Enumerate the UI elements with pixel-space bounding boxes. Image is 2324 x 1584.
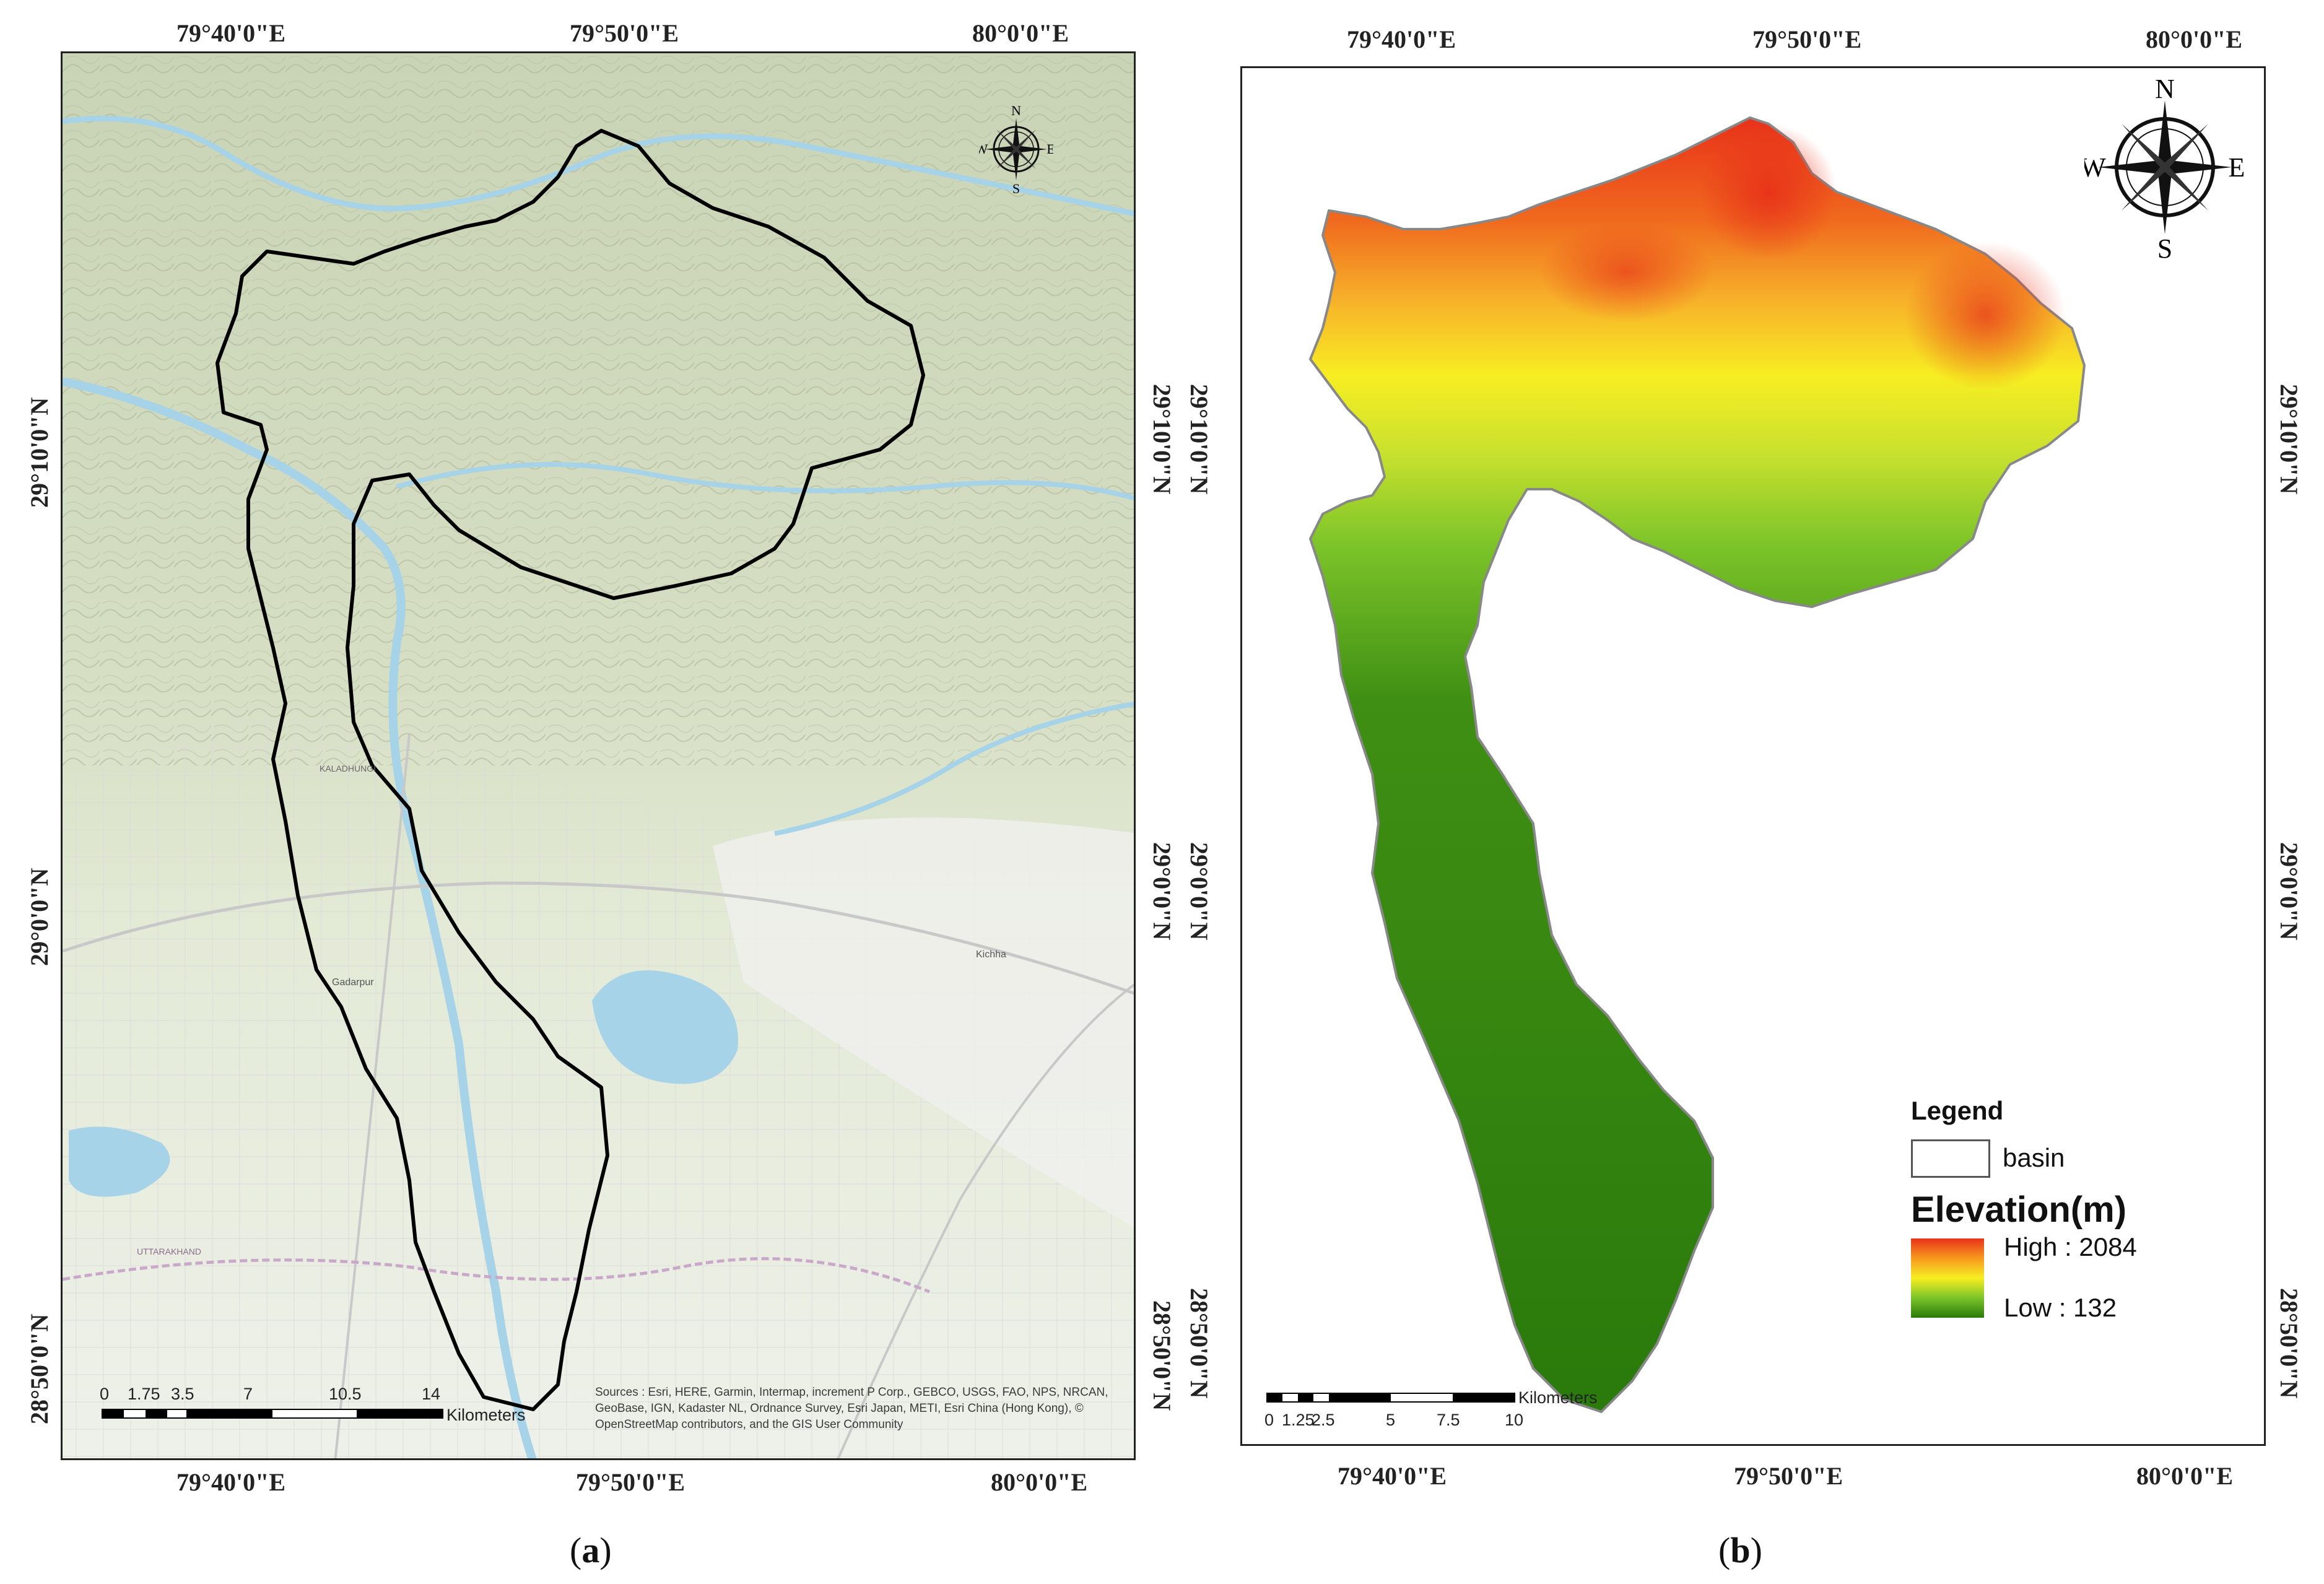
scalebar-tick: 0 [1264, 1411, 1274, 1429]
scalebar-tick: 10.5 [329, 1385, 362, 1403]
scalebar-bar [1266, 1393, 1515, 1403]
peak-area [1700, 124, 1837, 260]
compass-s: S [1012, 181, 1020, 196]
bottom-lon-label: 79°40'0"E [1338, 1462, 1447, 1490]
river [396, 462, 1134, 501]
right-lat-label: 29°0'0"N [2275, 842, 2303, 941]
right-lat-label: 29°10'0"N [1148, 384, 1176, 495]
map-sources: Sources : Esri, HERE, Garmin, Intermap, … [595, 1386, 1108, 1431]
compass-e: E [2229, 152, 2245, 183]
river [774, 701, 1134, 836]
scalebar-tick: 0 [100, 1385, 110, 1403]
town-label: Kichha [976, 949, 1006, 960]
caption-a: (a) [570, 1530, 612, 1570]
compass-w: W [2084, 152, 2106, 183]
scalebar: 0 1.75 3.5 7 10.5 14 Kilometers [100, 1385, 533, 1428]
bottom-lon-label: 79°50'0"E [1734, 1462, 1843, 1490]
legend-high: High : 2084 [2004, 1232, 2137, 1261]
top-lon-label: 80°0'0"E [972, 19, 1069, 47]
compass-w: W [979, 141, 988, 157]
left-lat-label: 29°10'0"N [1185, 384, 1213, 495]
left-lat-label: 29°0'0"N [1185, 842, 1213, 941]
left-lat-label: 28°50'0"N [1185, 1288, 1213, 1399]
peak-area [1539, 223, 1713, 322]
basin-elevation [1309, 116, 2086, 1413]
reservoir-east [592, 970, 738, 1084]
scalebar-tick: 7 [243, 1385, 253, 1403]
basin-outline [215, 129, 925, 1411]
scalebar-tick: 2.5 [1312, 1411, 1335, 1429]
right-lat-label: 28°50'0"N [2275, 1288, 2303, 1399]
top-lon-label: 79°40'0"E [1347, 25, 1456, 53]
legend-title: Legend [1911, 1096, 2004, 1125]
basemap-frame: Gadarpur Kichha KALADHUNGI UTTARAKHAND N… [61, 51, 1136, 1460]
compass-rose-icon: N S E W [2084, 74, 2245, 260]
left-lat-label: 29°10'0"N [25, 397, 53, 508]
map-legend: Legend basin Elevation(m) High : 2084 Lo… [1911, 1096, 2245, 1443]
top-lon-label: 79°50'0"E [1752, 25, 1861, 53]
right-lat-label: 28°50'0"N [1148, 1300, 1176, 1411]
scalebar-tick: 1.75 [128, 1385, 160, 1403]
caption-b: (b) [1718, 1530, 1762, 1570]
bottom-lon-label: 79°40'0"E [176, 1468, 285, 1496]
road [837, 983, 1134, 1458]
top-lon-label: 80°0'0"E [2146, 25, 2242, 53]
dem-frame: N S E W Legend basin Elevation(m) High :… [1240, 66, 2266, 1446]
state-label: UTTARAKHAND [137, 1247, 201, 1256]
legend-elevation-title: Elevation(m) [1911, 1190, 2127, 1230]
peak-area [1905, 242, 2066, 390]
bottom-lon-label: 79°50'0"E [576, 1468, 685, 1496]
dem-map [1309, 116, 2086, 1413]
scalebar-unit: Kilometers [1518, 1388, 1598, 1407]
compass-e: E [1047, 141, 1053, 157]
scalebar-tick: 3.5 [171, 1385, 194, 1403]
scalebar-tick: 14 [422, 1385, 441, 1403]
scalebar-tick: 7.5 [1437, 1411, 1460, 1429]
scalebar-bar [102, 1409, 443, 1419]
compass-s: S [2157, 233, 2172, 260]
top-lon-label: 79°40'0"E [176, 19, 285, 47]
scalebar-tick: 1.25 [1282, 1411, 1315, 1429]
bottom-lon-label: 80°0'0"E [2136, 1462, 2233, 1490]
scalebar-tick: 5 [1386, 1411, 1396, 1429]
state-boundary [63, 1257, 930, 1294]
compass-n: N [2155, 74, 2175, 104]
caption-letter: a [581, 1530, 600, 1570]
legend-basin-swatch [1911, 1139, 1990, 1178]
legend-basin-label: basin [2003, 1143, 2065, 1172]
compass-rose-icon: N S E W [979, 103, 1053, 196]
left-lat-label: 28°50'0"N [25, 1313, 53, 1424]
reservoir-west [69, 1126, 170, 1197]
road [63, 881, 1134, 995]
town-label: Gadarpur [332, 977, 374, 988]
caption-letter: b [1730, 1530, 1751, 1570]
legend-low: Low : 132 [2004, 1293, 2117, 1322]
scalebar-tick: 10 [1505, 1411, 1524, 1429]
road-label: KALADHUNGI [320, 764, 376, 773]
scalebar-unit: Kilometers [446, 1406, 526, 1424]
town-area [713, 817, 1134, 1228]
top-lon-label: 79°50'0"E [570, 19, 679, 47]
compass-n: N [1011, 103, 1021, 118]
basemap: Gadarpur Kichha KALADHUNGI UTTARAKHAND [63, 53, 1134, 1458]
scalebar: Kilometers 0 1.25 2.5 5 7.5 10 [1264, 1387, 1698, 1437]
hills [63, 53, 1134, 765]
river [63, 116, 1134, 217]
right-lat-label: 29°0'0"N [1148, 842, 1176, 941]
legend-color-ramp [1911, 1238, 1984, 1318]
bottom-lon-label: 80°0'0"E [991, 1468, 1087, 1496]
left-lat-label: 29°0'0"N [25, 868, 53, 966]
road [334, 734, 411, 1458]
right-lat-label: 29°10'0"N [2275, 384, 2303, 495]
